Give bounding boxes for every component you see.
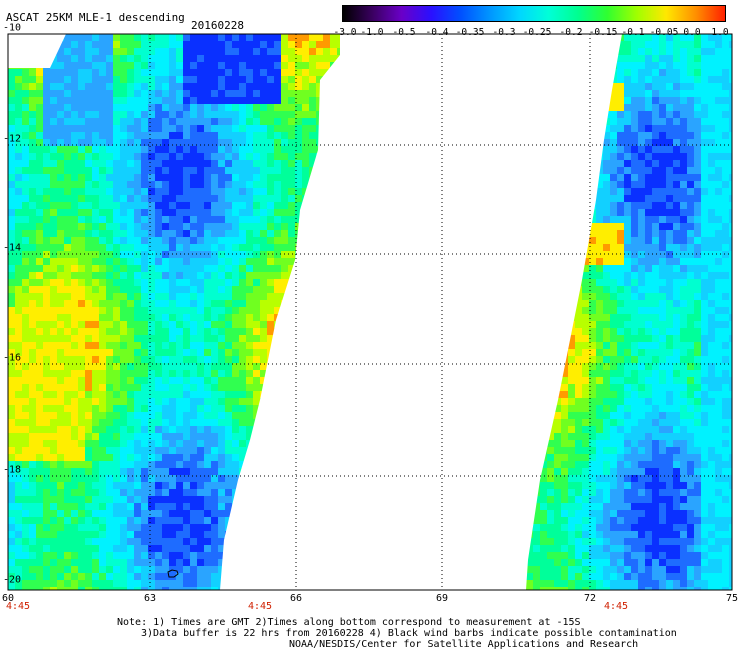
longitude-label: 72 — [583, 593, 597, 604]
wind-barb-marker — [167, 569, 179, 578]
colorbar — [342, 5, 726, 22]
colorbar-label: -0.4 — [425, 27, 449, 38]
latitude-label: -20 — [3, 574, 22, 586]
map-date: 20160228 — [191, 19, 244, 32]
time-label: 4:45 — [5, 601, 31, 612]
map-frame — [7, 33, 733, 591]
colorbar-label: -1.0 — [360, 27, 384, 38]
colorbar-label: 1.0 — [711, 27, 729, 38]
time-label: 4:45 — [247, 601, 273, 612]
colorbar-label: -0.1 — [621, 27, 645, 38]
latitude-label: -16 — [3, 352, 22, 364]
latitude-label: -14 — [3, 242, 22, 254]
time-label: 4:45 — [603, 601, 629, 612]
latitude-label: -12 — [3, 133, 22, 145]
colorbar-label: -0.2 — [559, 27, 583, 38]
colorbar-label: -0.25 — [522, 27, 552, 38]
longitude-label: 75 — [725, 593, 739, 604]
colorbar-label: 0.0 — [683, 27, 701, 38]
colorbar-label: -0.05 — [649, 27, 679, 38]
colorbar-label: -0.35 — [455, 27, 485, 38]
map-title: ASCAT 25KM MLE-1 descending — [6, 11, 185, 24]
colorbar-label: -0.15 — [588, 27, 618, 38]
note-line-3: NOAA/NESDIS/Center for Satellite Applica… — [289, 639, 639, 650]
longitude-label: 63 — [143, 593, 157, 604]
colorbar-label: -3.0 — [333, 27, 357, 38]
latitude-label: -18 — [3, 464, 22, 476]
colorbar-label: -0.5 — [392, 27, 416, 38]
note-line-2: 3)Data buffer is 22 hrs from 20160228 4)… — [141, 628, 677, 639]
longitude-label: 66 — [289, 593, 303, 604]
note-line-1: Note: 1) Times are GMT 2)Times along bot… — [117, 617, 581, 628]
colorbar-label: -0.3 — [492, 27, 516, 38]
latitude-label: -10 — [3, 22, 22, 34]
longitude-label: 60 — [1, 593, 15, 604]
longitude-label: 69 — [435, 593, 449, 604]
